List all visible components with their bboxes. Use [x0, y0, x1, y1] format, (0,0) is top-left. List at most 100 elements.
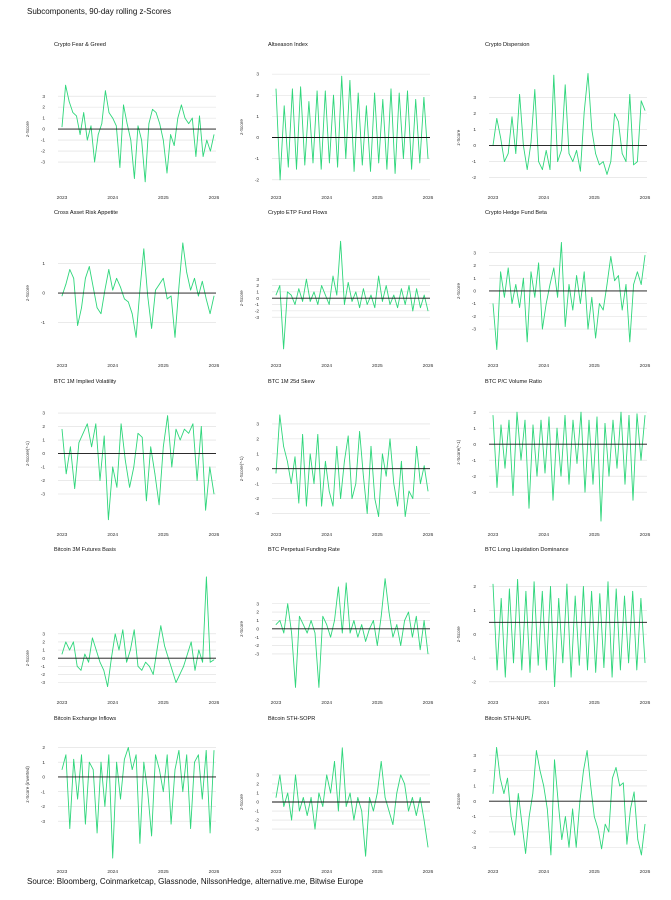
data-point: [104, 289, 106, 291]
data-point: [127, 747, 129, 748]
data-point: [392, 636, 394, 638]
data-point: [149, 665, 150, 667]
y-tick-label: 2: [473, 410, 476, 416]
data-point: [86, 423, 88, 425]
chart-panel: Bitcoin STH-NUPL -3 -2 -1 0 1 2 3 z-Score 2023 202…: [456, 716, 651, 875]
y-tick-label: 2: [256, 610, 259, 616]
data-point: [77, 798, 78, 800]
data-point: [130, 139, 132, 141]
data-point: [287, 166, 289, 168]
x-tick-label: 2024: [538, 532, 549, 538]
data-point: [374, 498, 376, 499]
data-point: [597, 828, 599, 830]
y-tick-label: 2: [42, 640, 45, 646]
data-point: [174, 769, 176, 770]
data-point: [382, 301, 383, 302]
data-point: [523, 277, 524, 279]
data-point: [108, 754, 110, 756]
data-point: [275, 797, 277, 798]
data-point: [572, 161, 574, 162]
data-point: [408, 611, 409, 613]
y-tick-label: 0: [473, 442, 476, 448]
chart-title: Crypto Fear & Greed: [54, 42, 106, 48]
data-point: [359, 307, 360, 309]
data-point: [404, 620, 405, 621]
data-point: [97, 134, 99, 135]
data-point: [151, 835, 152, 837]
data-point: [533, 581, 535, 583]
y-tick-label: -1: [472, 301, 477, 307]
data-point: [318, 686, 320, 688]
data-point: [112, 466, 114, 468]
y-tick-label: 1: [42, 760, 45, 766]
y-tick-label: -2: [472, 175, 477, 181]
y-tick-label: 1: [256, 289, 259, 295]
y-tick-label: 1: [256, 791, 259, 797]
x-tick-label: 2024: [107, 363, 118, 369]
data-point: [374, 307, 376, 309]
data-point: [591, 296, 593, 298]
data-point: [611, 676, 613, 678]
data-point: [580, 170, 581, 172]
y-tick-label: -1: [472, 159, 477, 165]
data-point: [124, 459, 126, 461]
data-point: [81, 754, 82, 756]
data-point: [568, 846, 570, 848]
data-point: [602, 309, 604, 311]
x-tick-label: 2024: [321, 869, 332, 875]
data-point: [599, 164, 600, 166]
y-axis-label: z-Score(*-1): [456, 439, 461, 464]
data-point: [344, 304, 345, 305]
data-point: [287, 460, 288, 462]
data-point: [526, 169, 528, 170]
data-point: [353, 620, 355, 621]
data-point: [332, 505, 334, 507]
data-point: [366, 304, 368, 305]
data-point: [347, 435, 349, 437]
x-tick-label: 2025: [372, 195, 383, 201]
data-point: [213, 659, 215, 661]
data-point: [65, 641, 67, 643]
data-point: [633, 791, 635, 793]
data-point: [150, 446, 152, 448]
data-point: [332, 275, 334, 277]
data-point: [404, 783, 405, 785]
data-point: [108, 269, 110, 270]
chart-panel: Bitcoin STH-SOPR -3 -2 -1 0 1 2 3 z-Score 2023 202…: [239, 716, 434, 875]
data-point: [61, 295, 63, 297]
data-point: [510, 816, 512, 817]
data-point: [636, 669, 638, 671]
page-title: Subcomponents, 90-day rolling z-Scores: [27, 7, 172, 16]
series-line: [275, 75, 429, 181]
x-tick-label: 2025: [372, 532, 383, 538]
data-point: [279, 179, 281, 181]
data-point: [198, 649, 200, 651]
data-point: [504, 467, 506, 469]
data-point: [294, 456, 296, 458]
data-point: [561, 150, 562, 151]
data-point: [644, 662, 646, 664]
data-point: [580, 303, 581, 304]
data-point: [123, 104, 124, 106]
data-point: [61, 769, 63, 770]
y-axis-label: z-Score: [456, 283, 461, 299]
data-point: [314, 828, 316, 830]
x-tick-label: 2023: [488, 869, 499, 875]
data-point: [415, 615, 417, 617]
data-point: [79, 134, 81, 135]
data-point: [184, 428, 185, 430]
data-point: [194, 761, 195, 763]
data-point: [275, 472, 277, 474]
data-point: [65, 473, 67, 475]
data-point: [640, 100, 642, 102]
y-axis-label: z-Score: [456, 626, 461, 642]
x-tick-label: 2025: [372, 363, 383, 369]
data-point: [525, 853, 526, 854]
data-point: [182, 791, 184, 793]
data-point: [388, 810, 390, 812]
y-axis-label: z-Score: [25, 285, 30, 301]
data-point: [170, 134, 171, 135]
data-point: [69, 828, 71, 829]
data-point: [120, 798, 121, 800]
data-point: [299, 810, 300, 812]
